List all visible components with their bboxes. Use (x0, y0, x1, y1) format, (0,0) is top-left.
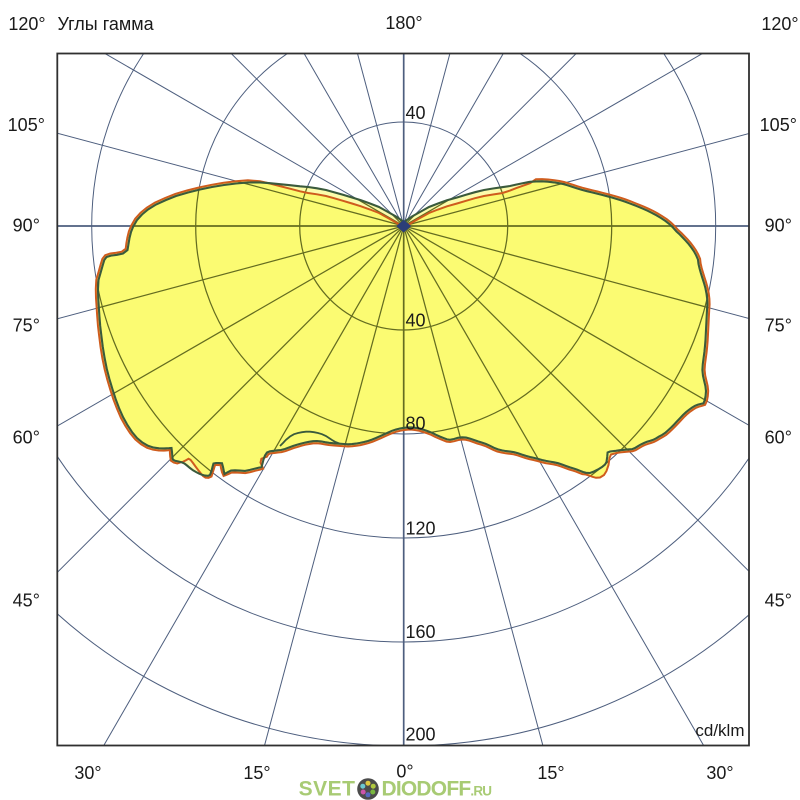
svg-text:15°: 15° (243, 763, 270, 783)
svg-text:Углы гамма: Углы гамма (58, 14, 155, 34)
svg-text:120: 120 (406, 519, 436, 539)
svg-text:90°: 90° (765, 216, 792, 236)
svg-text:45°: 45° (765, 591, 792, 611)
svg-text:120°: 120° (8, 14, 45, 34)
svg-text:160: 160 (406, 622, 436, 642)
svg-text:200: 200 (406, 725, 436, 745)
svg-text:105°: 105° (760, 115, 797, 135)
svg-text:105°: 105° (8, 115, 45, 135)
svg-text:cd/klm: cd/klm (695, 721, 744, 740)
svg-text:80: 80 (406, 414, 426, 434)
svg-text:30°: 30° (706, 763, 733, 783)
svg-text:0°: 0° (396, 762, 413, 782)
svg-text:75°: 75° (765, 316, 792, 336)
svg-text:60°: 60° (13, 428, 40, 448)
svg-text:45°: 45° (13, 591, 40, 611)
svg-text:60°: 60° (765, 428, 792, 448)
svg-text:120°: 120° (761, 14, 798, 34)
svg-text:SVET: SVET (299, 778, 356, 800)
svg-text:40: 40 (406, 311, 426, 331)
svg-text:30°: 30° (74, 763, 101, 783)
svg-text:180°: 180° (385, 13, 422, 33)
svg-text:90°: 90° (13, 216, 40, 236)
svg-text:40: 40 (406, 103, 426, 123)
svg-text:75°: 75° (13, 316, 40, 336)
svg-text:DIODOFF.RU: DIODOFF.RU (382, 778, 492, 800)
svg-text:15°: 15° (537, 763, 564, 783)
